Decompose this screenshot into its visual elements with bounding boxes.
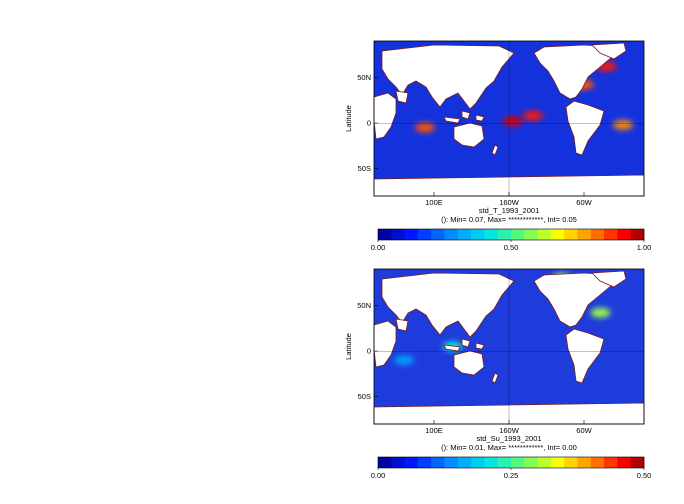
colorbar: 0.00 0.50 1.00 [371,228,652,252]
colorbar-step [524,457,538,468]
colorbar-step [524,229,538,240]
colorbar-step [378,457,392,468]
colorbar-step [457,457,472,468]
colorbar-step [431,229,445,240]
colorbar-step [511,229,525,240]
colorbar-step [550,229,565,240]
y-axis-label: Latitude [344,105,353,132]
salinity-std-map: 100E 160W 60W 50N 0 50S [357,268,645,435]
colorbar-step [378,229,392,240]
colorbar-tick-label: 0.50 [637,471,652,480]
colorbar-tick-label: 0.25 [504,471,519,480]
colorbar-step [564,457,578,468]
colorbar-tick-label: 1.00 [637,243,652,252]
colorbar-step [484,229,498,240]
colorbar-steps [378,229,645,240]
colorbar-step [590,457,605,468]
hotspot [502,116,523,127]
x-tick-label: 160W [499,426,520,435]
x-tick-label: 60W [576,198,592,207]
temperature-std-panel: 100E 160W 60W 50N 0 50S Latitude std_T_1993_2… [344,40,652,252]
salinity-std-panel: 100E 160W 60W 50N 0 50S Latitude std_Su_1993_… [344,268,652,480]
colorbar-step [577,457,592,468]
x-tick-label: 100E [425,426,443,435]
colorbar-step [630,229,645,240]
hotspot [394,355,414,366]
y-tick-label: 50N [357,73,371,82]
hotspot [415,122,435,133]
colorbar-step [417,457,432,468]
hotspot [590,307,611,318]
colorbar-step [511,457,525,468]
colorbar-step [417,229,432,240]
colorbar-step [537,229,552,240]
colorbar-step [604,457,618,468]
colorbar-steps [378,457,645,468]
chart-title: std_T_1993_2001 [479,206,539,215]
colorbar-step [564,229,578,240]
colorbar-step [497,229,512,240]
colorbar-ticks: 0.00 0.25 0.50 [371,468,652,480]
chart-subtitle: (): Min= 0.07, Max= ************, Int= 0… [441,215,577,224]
colorbar-tick-label: 0.00 [371,243,386,252]
colorbar-step [617,229,631,240]
colorbar-step [457,229,472,240]
colorbar-step [537,457,552,468]
colorbar-step [404,457,419,468]
colorbar-step [484,457,498,468]
colorbar-step [617,457,631,468]
colorbar-step [471,229,485,240]
colorbar-step [391,457,405,468]
colorbar-step [471,457,485,468]
axis-ticks: 100E 160W 60W 50N 0 50S [357,301,592,435]
colorbar-step [404,229,419,240]
chart-subtitle: (): Min= 0.01, Max= ************, Int= 0… [441,443,577,452]
y-tick-label: 50S [358,164,371,173]
colorbar-tick-label: 0.50 [504,243,519,252]
x-tick-label: 100E [425,198,443,207]
colorbar-step [444,457,459,468]
x-tick-label: 60W [576,426,592,435]
colorbar-step [630,457,645,468]
y-axis-label: Latitude [344,333,353,360]
axis-ticks: 100E 160W 60W 50N 0 50S [357,73,592,207]
hotspot [523,110,543,121]
y-tick-label: 50N [357,301,371,310]
temperature-std-map: 100E 160W 60W 50N 0 50S [357,40,645,207]
colorbar-step [391,229,405,240]
y-tick-label: 0 [367,347,371,356]
colorbar: 0.00 0.25 0.50 [371,456,652,480]
y-tick-label: 0 [367,119,371,128]
colorbar-tick-label: 0.00 [371,471,386,480]
colorbar-step [590,229,605,240]
colorbar-step [431,457,445,468]
colorbar-step [550,457,565,468]
colorbar-step [604,229,618,240]
colorbar-step [497,457,512,468]
colorbar-step [444,229,459,240]
hotspot [613,119,633,130]
y-tick-label: 50S [358,392,371,401]
colorbar-ticks: 0.00 0.50 1.00 [371,240,652,252]
x-tick-label: 160W [499,198,520,207]
chart-title: std_Su_1993_2001 [476,434,541,443]
colorbar-step [577,229,592,240]
